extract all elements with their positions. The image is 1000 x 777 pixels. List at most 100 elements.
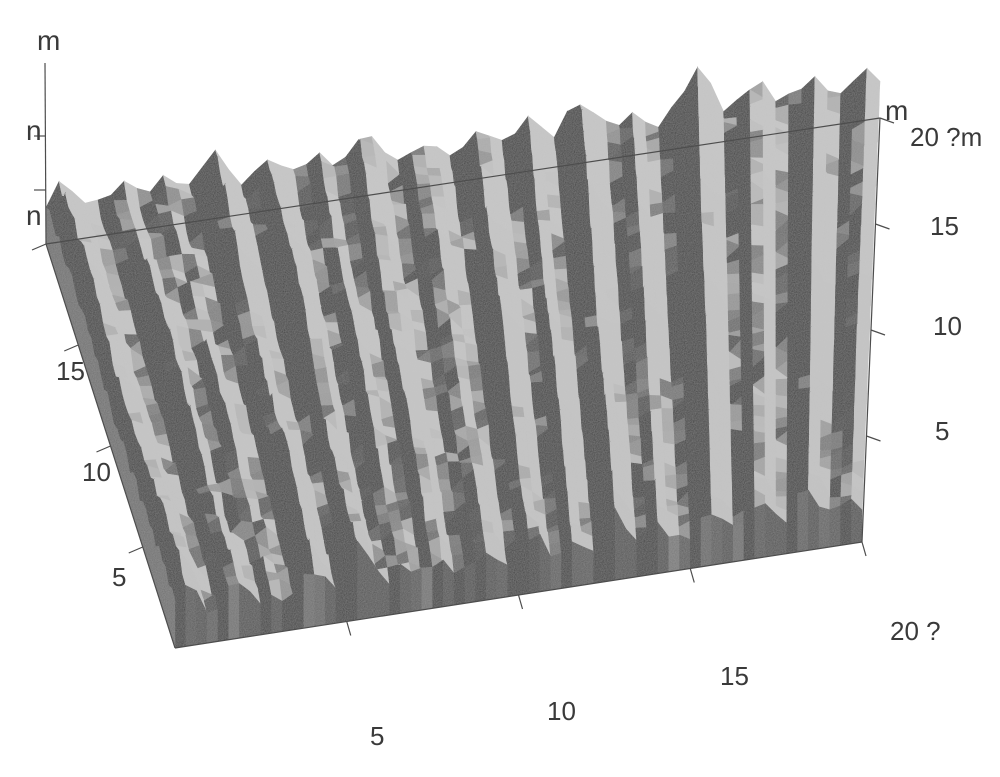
surface-cell <box>662 422 674 432</box>
surface-cell <box>512 221 526 235</box>
front-skirt-cell <box>722 519 733 563</box>
surface-cell <box>650 395 662 410</box>
front-skirt-cell <box>411 568 422 612</box>
surface-cell <box>512 406 525 417</box>
front-skirt-cell <box>315 575 326 627</box>
front-skirt-cell <box>186 585 197 646</box>
z-axis-mark: n <box>26 200 42 231</box>
x-tick <box>519 595 523 609</box>
z-axis-mark: n <box>26 115 42 146</box>
surface-cell <box>294 164 309 177</box>
front-skirt-cell <box>572 542 583 587</box>
front-skirt-cell <box>465 562 476 603</box>
front-skirt-cell <box>841 499 852 545</box>
front-skirt-cell <box>497 560 508 599</box>
surface-cell <box>427 168 441 176</box>
surface-cell <box>754 405 765 417</box>
x-tick <box>347 622 351 636</box>
front-skirt-cell <box>454 567 465 605</box>
front-skirt-cell <box>400 564 411 613</box>
front-skirt-cell <box>304 574 315 628</box>
surface-cell <box>537 210 551 221</box>
surface-cell <box>776 458 787 473</box>
y-tick-left <box>32 244 46 250</box>
front-skirt-cell <box>701 515 712 567</box>
y-tick-right <box>876 224 890 229</box>
surface-cell <box>554 256 567 270</box>
surface-cell <box>750 139 763 158</box>
surface-cell <box>754 431 765 443</box>
surface-cell <box>442 492 455 512</box>
front-skirt-cell <box>819 507 830 549</box>
y-tick-right <box>867 436 881 441</box>
z-axis <box>45 63 46 244</box>
y-tick-left <box>97 446 111 452</box>
x-tick <box>690 569 694 583</box>
y-tick-left <box>129 547 143 553</box>
surface-cell <box>643 465 655 482</box>
front-skirt-cell <box>229 583 240 639</box>
front-skirt-cell <box>433 560 444 608</box>
x-tick-label: 10 <box>547 696 576 726</box>
front-skirt-cell <box>647 523 658 575</box>
z-axis-mark: m <box>37 25 60 56</box>
y-tick-label-right: 10 <box>933 311 962 341</box>
front-skirt-cell <box>830 506 841 547</box>
surface-cell <box>416 174 430 184</box>
surface-cell <box>547 195 561 209</box>
surface-cell <box>619 113 633 129</box>
y-tick-left <box>64 345 78 351</box>
front-skirt-cell <box>680 535 691 570</box>
y-tick-label-left: 15 <box>56 356 85 386</box>
front-skirt-cell <box>712 515 723 565</box>
y-tick-label-right: 5 <box>935 416 949 446</box>
surface-cell <box>414 329 428 350</box>
front-skirt-cell <box>583 547 594 585</box>
surface-cell <box>419 360 433 381</box>
surface-cell <box>776 478 787 492</box>
front-skirt-cell <box>733 525 744 562</box>
surface-cell <box>411 146 426 155</box>
front-skirt-cell <box>798 490 809 552</box>
front-skirt-cell <box>207 609 218 643</box>
front-skirt-cell <box>486 553 497 600</box>
x-tick-label: 20 ? <box>890 616 941 646</box>
front-skirt-cell <box>551 553 562 590</box>
surface-cell <box>662 408 674 423</box>
front-skirt-cell <box>272 595 283 633</box>
surface-cell <box>728 283 740 295</box>
surface-cell <box>751 204 763 226</box>
y-tick-label-right: 20 ?m <box>910 122 982 152</box>
surface3d-figure: 5101520 ?510155101520 ?mmnnm <box>0 0 1000 777</box>
surface-cell <box>502 520 514 531</box>
surface-cell <box>776 491 787 497</box>
surface-cell <box>385 292 399 312</box>
x-tick-label: 15 <box>720 661 749 691</box>
surface3d-svg: 5101520 ?510155101520 ?mmnnm <box>0 0 1000 777</box>
surface-cell <box>776 379 787 397</box>
surface-cell <box>724 100 737 119</box>
surface-cell <box>789 89 802 105</box>
surface-cell <box>439 480 452 491</box>
surface-cell <box>375 234 389 256</box>
surface-cell <box>663 432 675 445</box>
x-tick-label: 5 <box>370 721 384 751</box>
surface-cell <box>728 293 740 310</box>
front-skirt-cell <box>422 567 433 610</box>
front-skirt-cell <box>669 535 680 572</box>
surface-cell <box>627 398 639 419</box>
surface-cell <box>422 214 436 229</box>
surface-cell <box>321 238 336 248</box>
top-right-unit-label: m <box>885 95 908 126</box>
surface-cell <box>579 502 591 519</box>
surface-cell <box>548 530 560 544</box>
surface-cell <box>446 453 459 462</box>
surface-cell <box>731 404 743 422</box>
front-skirt-cell <box>529 534 540 593</box>
front-skirt-cell <box>239 583 250 638</box>
y-tick-label-right: 15 <box>930 211 959 241</box>
surface-cell <box>831 431 842 450</box>
y-tick-label-left: 5 <box>112 562 126 592</box>
front-skirt-cell <box>755 504 766 559</box>
surface-cell <box>614 394 626 403</box>
